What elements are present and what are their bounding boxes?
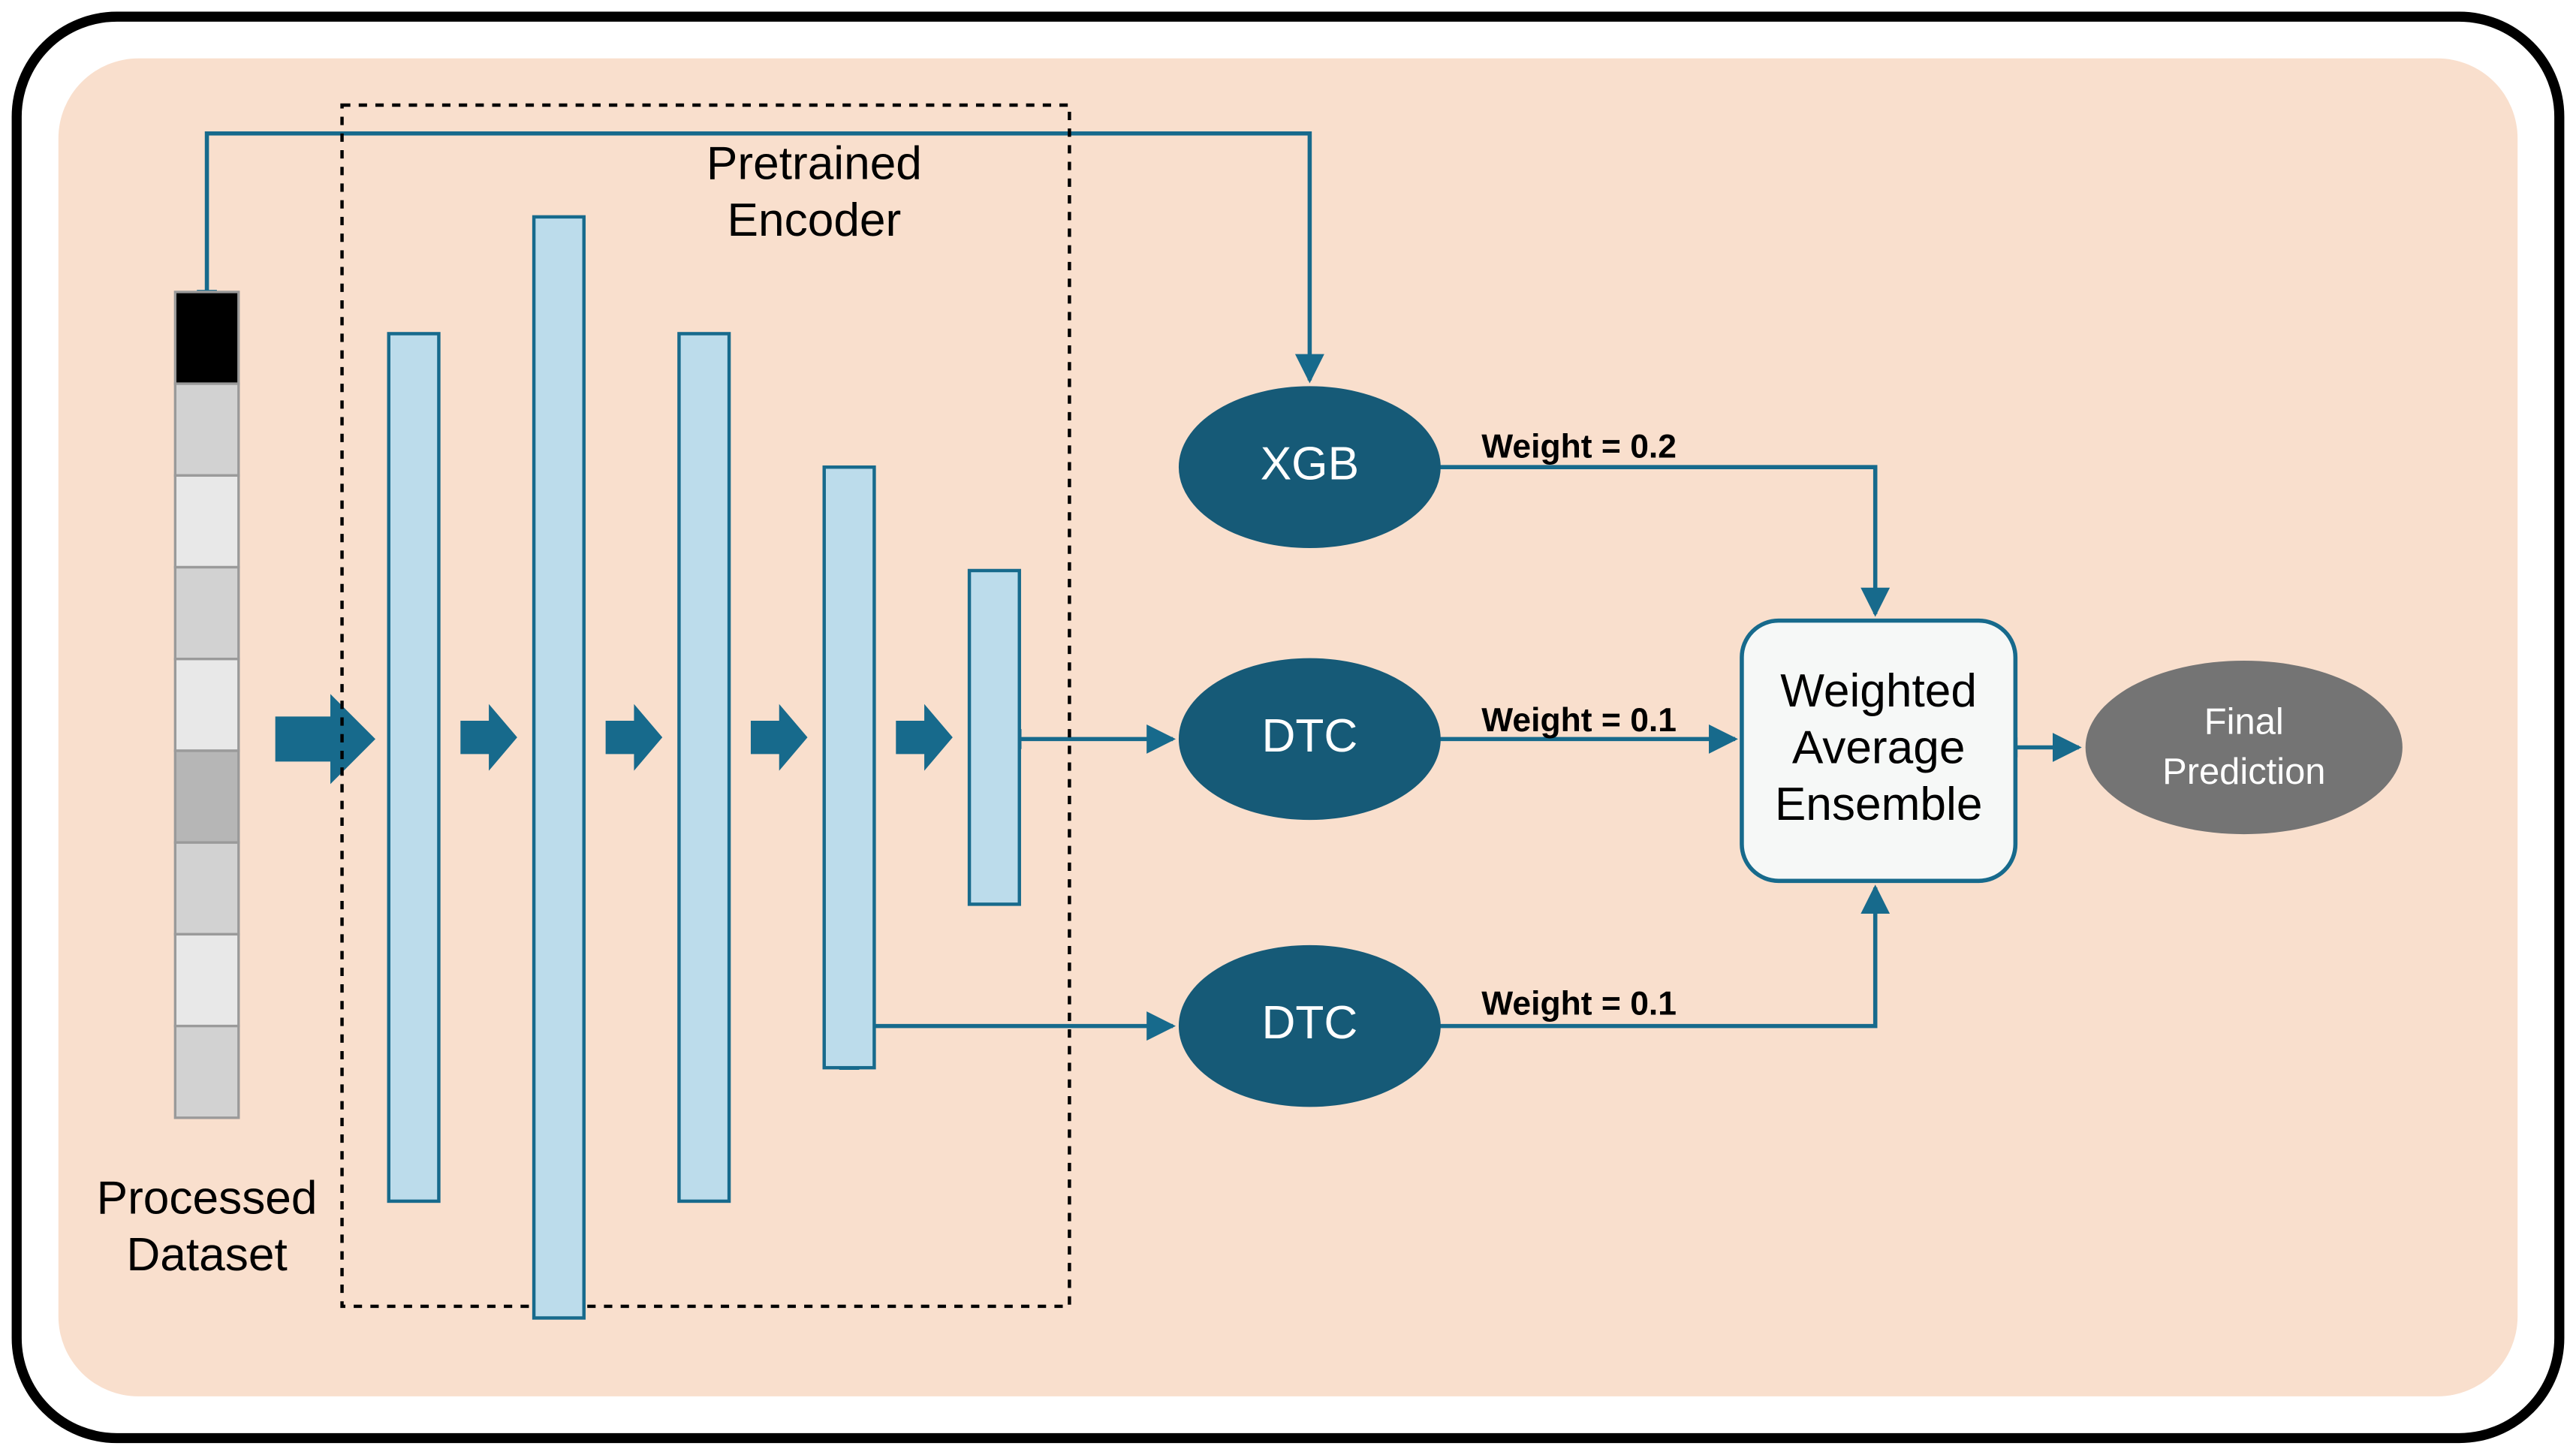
encoder-layer-0: [389, 333, 439, 1201]
dataset-cell-8: [175, 1026, 238, 1118]
weighted-average-ensemble-label: Ensemble: [1775, 779, 1983, 830]
weight-label-dtc1: Weight = 0.1: [1481, 702, 1677, 739]
weight-label-xgb: Weight = 0.2: [1481, 428, 1677, 465]
dataset-cell-3: [175, 568, 238, 659]
encoder-layer-3: [824, 467, 875, 1068]
weight-label-dtc2: Weight = 0.1: [1481, 986, 1677, 1023]
encoder-layer-2: [679, 333, 729, 1201]
weighted-average-ensemble-label: Weighted: [1780, 665, 1977, 717]
dataset-cell-1: [175, 384, 238, 475]
model-dtc-2-label: DTC: [1261, 997, 1357, 1049]
processed-dataset-label: Dataset: [126, 1229, 287, 1281]
encoder-layer-1: [534, 217, 584, 1318]
model-dtc-1-label: DTC: [1261, 710, 1357, 762]
encoder-layer-4: [969, 571, 1020, 904]
weighted-average-ensemble-label: Average: [1792, 721, 1966, 773]
dataset-cell-7: [175, 934, 238, 1026]
dataset-cell-4: [175, 659, 238, 751]
final-prediction-label: Prediction: [2162, 752, 2325, 792]
pretrained-encoder-label: Pretrained: [707, 138, 922, 190]
processed-dataset-label: Processed: [97, 1172, 318, 1224]
final-prediction-label: Final: [2204, 701, 2284, 742]
pretrained-encoder-label: Encoder: [728, 194, 902, 246]
dataset-cell-2: [175, 475, 238, 567]
final-prediction-node: [2086, 661, 2403, 834]
dataset-cell-0: [175, 292, 238, 384]
model-xgb-label: XGB: [1261, 438, 1359, 490]
dataset-cell-6: [175, 842, 238, 934]
dataset-cell-5: [175, 751, 238, 842]
